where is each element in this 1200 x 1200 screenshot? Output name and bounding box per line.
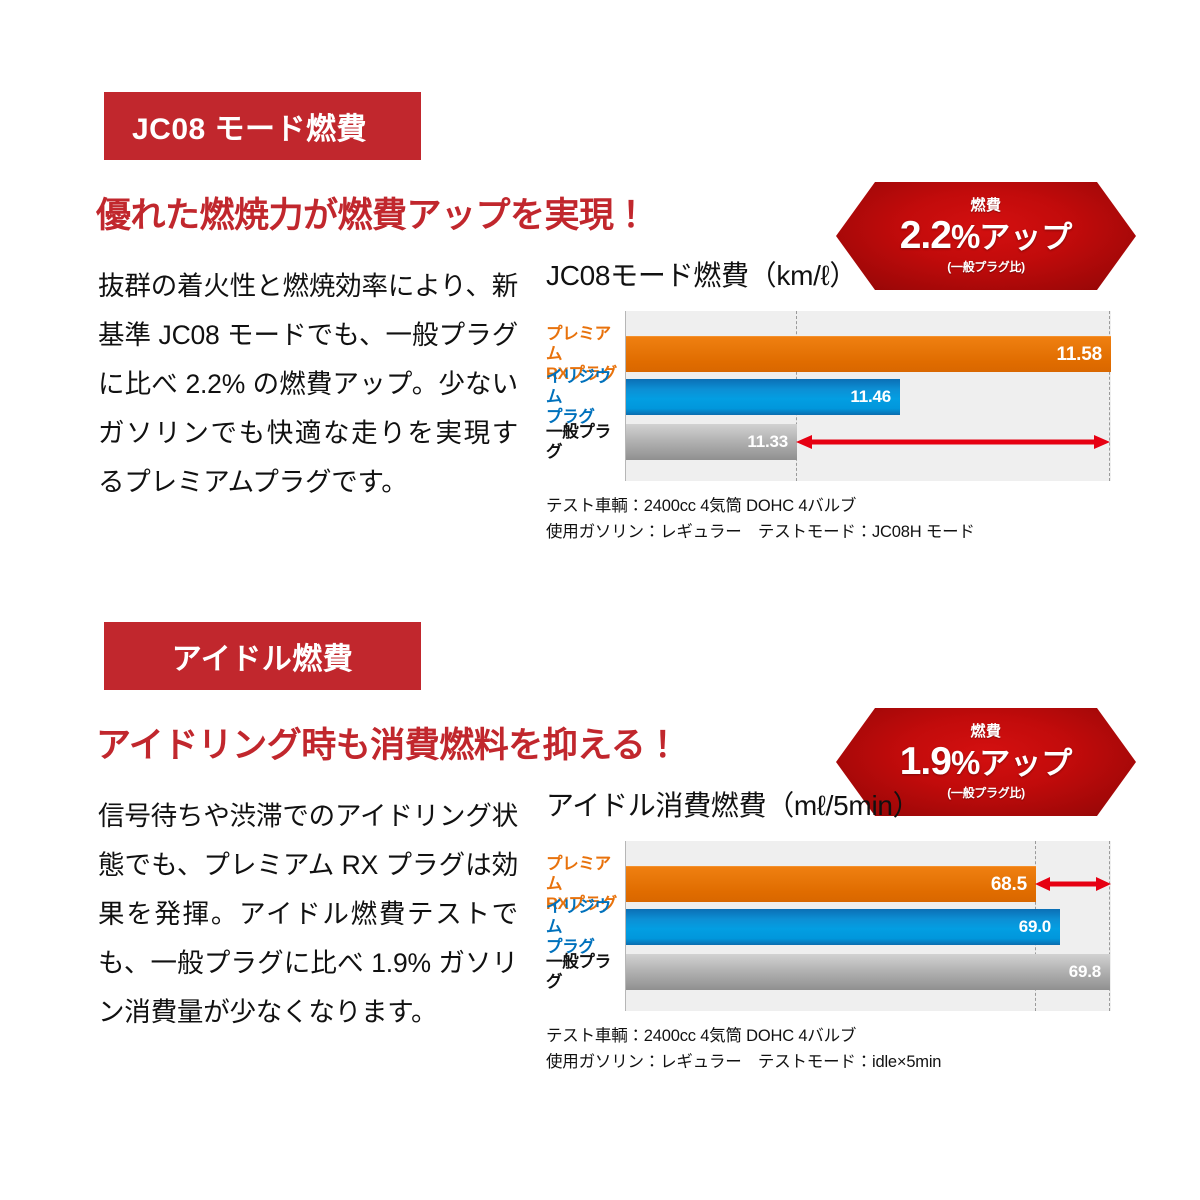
chart-title: アイドル消費燃費（mℓ/5min） <box>546 790 921 821</box>
series-label-line2: プラグ <box>546 938 595 956</box>
bar-value-label: 11.46 <box>850 387 891 406</box>
section-tag-label: JC08 モード燃費 <box>132 113 368 146</box>
section-tag-label: アイドル燃費 <box>171 643 354 676</box>
badge-top-label: 燃費 <box>970 197 1002 214</box>
bar-value-label: 69.8 <box>1068 962 1101 981</box>
chart-row: イリジウム プラグ 11.46 <box>546 368 1110 426</box>
series-label-line1: イリジウム <box>546 898 611 936</box>
section-body-idle: 信号待ちや渋滞でのアイドリング状態でも、プレミアム RX プラグは効果を発揮。ア… <box>98 801 518 1027</box>
section-headline-idle: アイドリング時も消費燃料を抑える！ <box>96 726 680 765</box>
bar-iridium: 11.46 <box>626 379 900 415</box>
badge-hexagon-shape <box>836 708 1136 816</box>
series-label-standard: 一般プラグ <box>546 422 622 462</box>
chart-row: 一般プラグ 11.33 <box>546 421 1110 463</box>
badge-percent-sign: % <box>950 218 980 255</box>
chart-block-idle: アイドル消費燃費（mℓ/5min） プレミアム RXプラグ 68.5 <box>546 788 1116 1075</box>
badge-number: 1.9 <box>899 740 952 783</box>
chart-note-jc08: テスト車輌：2400cc 4気筒 DOHC 4バルブ 使用ガソリン：レギュラー … <box>546 493 1116 545</box>
badge-fuel-economy-1-9: 燃費 1.9%アップ (一般プラグ比) <box>832 704 1140 820</box>
series-label-premium: プレミアム RXプラグ <box>546 324 622 384</box>
section-tag-jc08: JC08 モード燃費 <box>104 92 421 160</box>
series-label-iridium: イリジウム プラグ <box>546 367 622 427</box>
series-label-line1: プレミアム <box>546 855 611 893</box>
badge-number: 2.2 <box>899 214 952 257</box>
series-label-standard: 一般プラグ <box>546 952 622 992</box>
badge-hexagon-shape <box>836 182 1136 290</box>
series-label-premium: プレミアム RXプラグ <box>546 854 622 914</box>
section-body-jc08: 抜群の着火性と燃焼効率により、新基準 JC08 モードでも、一般プラグに比べ 2… <box>98 271 518 497</box>
bar-standard: 11.33 <box>626 424 797 460</box>
badge-up-label: アップ <box>979 746 1073 781</box>
bar-iridium: 69.0 <box>626 909 1060 945</box>
bar-value-label: 11.58 <box>1056 343 1103 365</box>
badge-main-value: 1.9%アップ <box>900 741 1073 784</box>
chart-plot-area: プレミアム RXプラグ 11.58 イリジウム プラグ <box>546 311 1111 481</box>
reference-line-standard <box>1109 841 1110 1011</box>
badge-content: 燃費 1.9%アップ (一般プラグ比) <box>836 708 1136 816</box>
bar-premium: 11.58 <box>626 336 1111 372</box>
series-label-line1: 一般プラグ <box>546 423 611 461</box>
chart-note-line2: 使用ガソリン：レギュラー テストモード：JC08H モード <box>546 523 975 541</box>
chart-row: プレミアム RXプラグ 68.5 <box>546 855 1111 913</box>
series-label-line2: RXプラグ <box>546 365 617 383</box>
chart-title: JC08モード燃費（km/ℓ） <box>546 260 858 291</box>
gain-arrow-idle <box>1035 873 1111 895</box>
badge-percent-sign: % <box>950 744 980 781</box>
chart-plot-area: プレミアム RXプラグ 68.5 <box>546 841 1111 1011</box>
series-label-iridium: イリジウム プラグ <box>546 897 622 957</box>
section-tag-idle: アイドル燃費 <box>104 622 421 690</box>
series-label-line1: プレミアム <box>546 325 611 363</box>
bar-value-label: 69.0 <box>1018 917 1051 936</box>
bar-standard: 69.8 <box>626 954 1110 990</box>
reference-line-max <box>1109 311 1110 481</box>
series-label-line2: プラグ <box>546 408 595 426</box>
badge-top-label: 燃費 <box>970 723 1002 740</box>
bar-value-label: 11.33 <box>747 432 788 451</box>
badge-sub-label: (一般プラグ比) <box>947 786 1025 800</box>
series-label-line1: 一般プラグ <box>546 953 611 991</box>
chart-row: 一般プラグ 69.8 <box>546 951 1110 993</box>
badge-fuel-economy-2-2: 燃費 2.2%アップ (一般プラグ比) <box>832 178 1140 294</box>
chart-rows: プレミアム RXプラグ 11.58 イリジウム プラグ <box>546 311 1111 481</box>
badge-main-value: 2.2%アップ <box>900 215 1073 258</box>
chart-row: プレミアム RXプラグ 11.58 <box>546 325 1111 383</box>
bar-premium: 68.5 <box>626 866 1036 902</box>
badge-sub-label: (一般プラグ比) <box>947 260 1025 274</box>
gain-arrow-jc08 <box>796 431 1110 453</box>
chart-note-line1: テスト車輌：2400cc 4気筒 DOHC 4バルブ <box>546 1027 857 1045</box>
chart-row: イリジウム プラグ 69.0 <box>546 898 1110 956</box>
bar-value-label: 68.5 <box>990 873 1027 895</box>
chart-note-idle: テスト車輌：2400cc 4気筒 DOHC 4バルブ 使用ガソリン：レギュラー … <box>546 1023 1116 1075</box>
badge-content: 燃費 2.2%アップ (一般プラグ比) <box>836 182 1136 290</box>
chart-rows: プレミアム RXプラグ 68.5 <box>546 841 1111 1011</box>
series-label-line2: RXプラグ <box>546 895 617 913</box>
badge-up-label: アップ <box>979 220 1073 255</box>
chart-block-jc08: JC08モード燃費（km/ℓ） プレミアム RXプラグ 11.58 <box>546 258 1116 545</box>
series-label-line1: イリジウム <box>546 368 611 406</box>
section-headline-jc08: 優れた燃焼力が燃費アップを実現！ <box>96 196 649 235</box>
chart-note-line2: 使用ガソリン：レギュラー テストモード：idle×5min <box>546 1053 942 1071</box>
chart-note-line1: テスト車輌：2400cc 4気筒 DOHC 4バルブ <box>546 497 857 515</box>
